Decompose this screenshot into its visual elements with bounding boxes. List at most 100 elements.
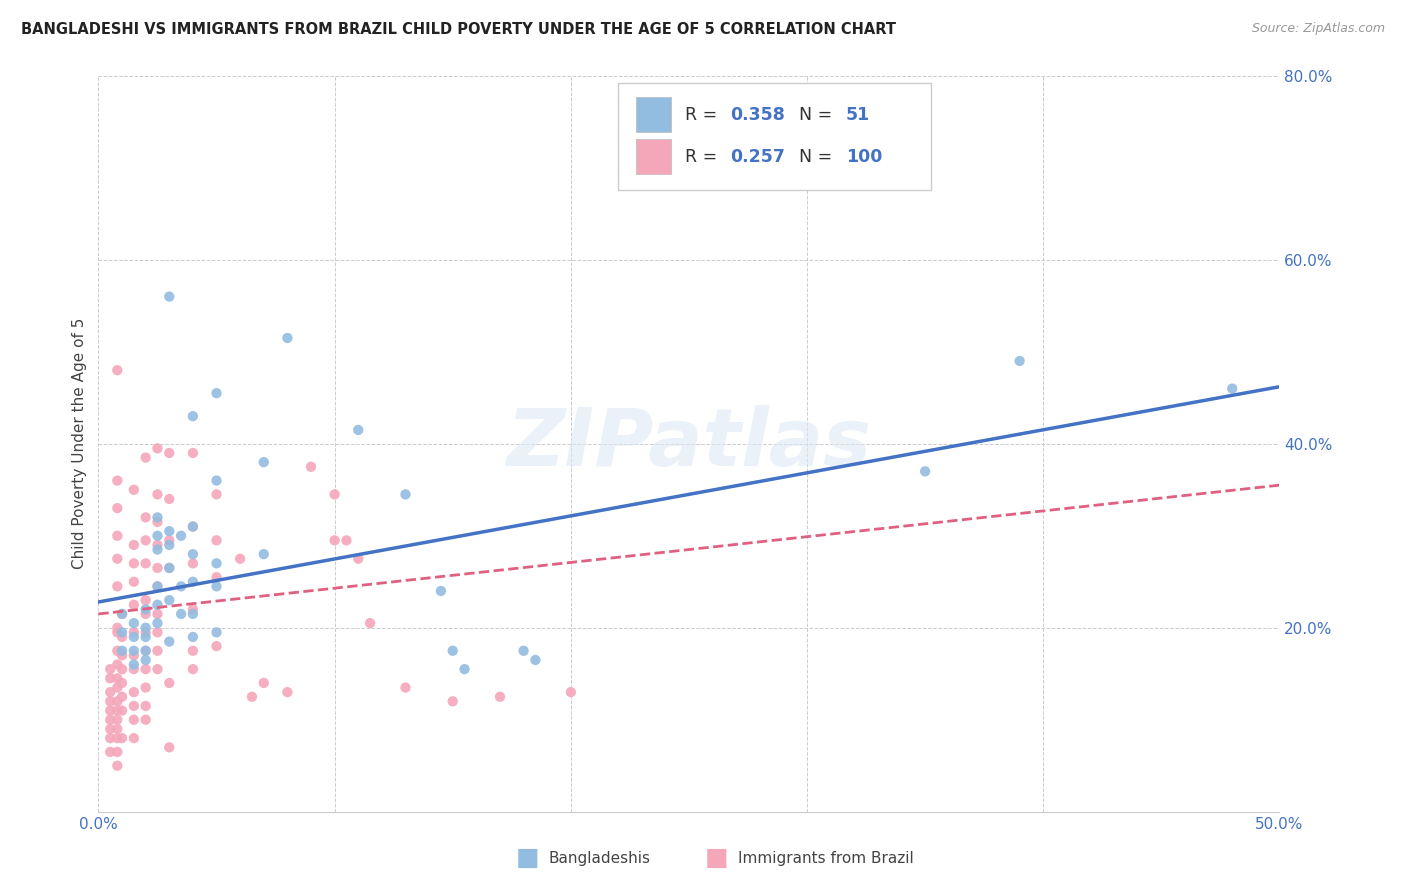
Point — [105, 758, 128, 772]
Point — [181, 644, 204, 658]
Point — [205, 557, 228, 571]
Point — [146, 662, 169, 676]
Point — [276, 685, 298, 699]
Point — [105, 621, 128, 635]
Text: R =: R = — [685, 148, 723, 166]
Point — [205, 570, 228, 584]
Point — [181, 409, 204, 424]
Text: 100: 100 — [846, 148, 883, 166]
Text: ZIPatlas: ZIPatlas — [506, 405, 872, 483]
Point — [98, 694, 121, 708]
Point — [122, 698, 145, 713]
Point — [157, 491, 180, 506]
Point — [105, 579, 128, 593]
Point — [105, 694, 128, 708]
Point — [111, 625, 134, 640]
Point — [157, 740, 180, 755]
Point — [122, 662, 145, 676]
Point — [146, 625, 169, 640]
Text: N =: N = — [799, 148, 832, 166]
Point — [105, 722, 128, 736]
Point — [157, 593, 180, 607]
Point — [157, 524, 180, 538]
Text: 51: 51 — [846, 106, 870, 124]
Point — [157, 538, 180, 552]
Point — [98, 731, 121, 746]
Text: 0.257: 0.257 — [730, 148, 785, 166]
Point — [146, 598, 169, 612]
FancyBboxPatch shape — [636, 139, 671, 175]
Point — [105, 474, 128, 488]
Point — [146, 487, 169, 501]
Point — [105, 745, 128, 759]
Point — [135, 630, 157, 644]
Point — [111, 731, 134, 746]
Point — [335, 533, 357, 548]
Point — [146, 607, 169, 621]
Point — [157, 676, 180, 690]
Point — [1220, 382, 1243, 396]
Point — [105, 713, 128, 727]
Point — [122, 648, 145, 663]
Point — [181, 574, 204, 589]
Point — [146, 515, 169, 529]
Point — [170, 607, 193, 621]
Point — [122, 483, 145, 497]
Point — [122, 538, 145, 552]
Point — [240, 690, 263, 704]
Point — [135, 653, 157, 667]
Point — [98, 713, 121, 727]
Point — [135, 621, 157, 635]
Point — [146, 579, 169, 593]
Text: BANGLADESHI VS IMMIGRANTS FROM BRAZIL CHILD POVERTY UNDER THE AGE OF 5 CORRELATI: BANGLADESHI VS IMMIGRANTS FROM BRAZIL CH… — [21, 22, 896, 37]
Y-axis label: Child Poverty Under the Age of 5: Child Poverty Under the Age of 5 — [72, 318, 87, 569]
Point — [105, 657, 128, 672]
Point — [181, 519, 204, 533]
Point — [111, 690, 134, 704]
Point — [524, 653, 547, 667]
Point — [135, 644, 157, 658]
Point — [205, 625, 228, 640]
Point — [146, 542, 169, 557]
Point — [205, 639, 228, 653]
Point — [205, 533, 228, 548]
Point — [253, 455, 276, 469]
Point — [441, 644, 464, 658]
Point — [105, 625, 128, 640]
Point — [157, 533, 180, 548]
Point — [111, 607, 134, 621]
Point — [181, 446, 204, 460]
Point — [205, 474, 228, 488]
Point — [146, 538, 169, 552]
Point — [146, 529, 169, 543]
Point — [122, 625, 145, 640]
Point — [98, 745, 121, 759]
Point — [489, 690, 512, 704]
Point — [135, 681, 157, 695]
Point — [157, 561, 180, 575]
Point — [105, 671, 128, 685]
Point — [135, 644, 157, 658]
Point — [98, 722, 121, 736]
Point — [181, 557, 204, 571]
Point — [453, 662, 475, 676]
Point — [122, 630, 145, 644]
Point — [111, 607, 134, 621]
Point — [181, 662, 204, 676]
Point — [394, 487, 416, 501]
Point — [135, 662, 157, 676]
Point — [122, 644, 145, 658]
Point — [205, 579, 228, 593]
Point — [157, 446, 180, 460]
Point — [205, 386, 228, 401]
Point — [122, 598, 145, 612]
Point — [146, 442, 169, 456]
Point — [105, 551, 128, 566]
Point — [98, 704, 121, 718]
Text: 0.358: 0.358 — [730, 106, 785, 124]
Point — [111, 644, 134, 658]
Point — [105, 704, 128, 718]
Point — [122, 557, 145, 571]
FancyBboxPatch shape — [636, 97, 671, 133]
Point — [135, 698, 157, 713]
